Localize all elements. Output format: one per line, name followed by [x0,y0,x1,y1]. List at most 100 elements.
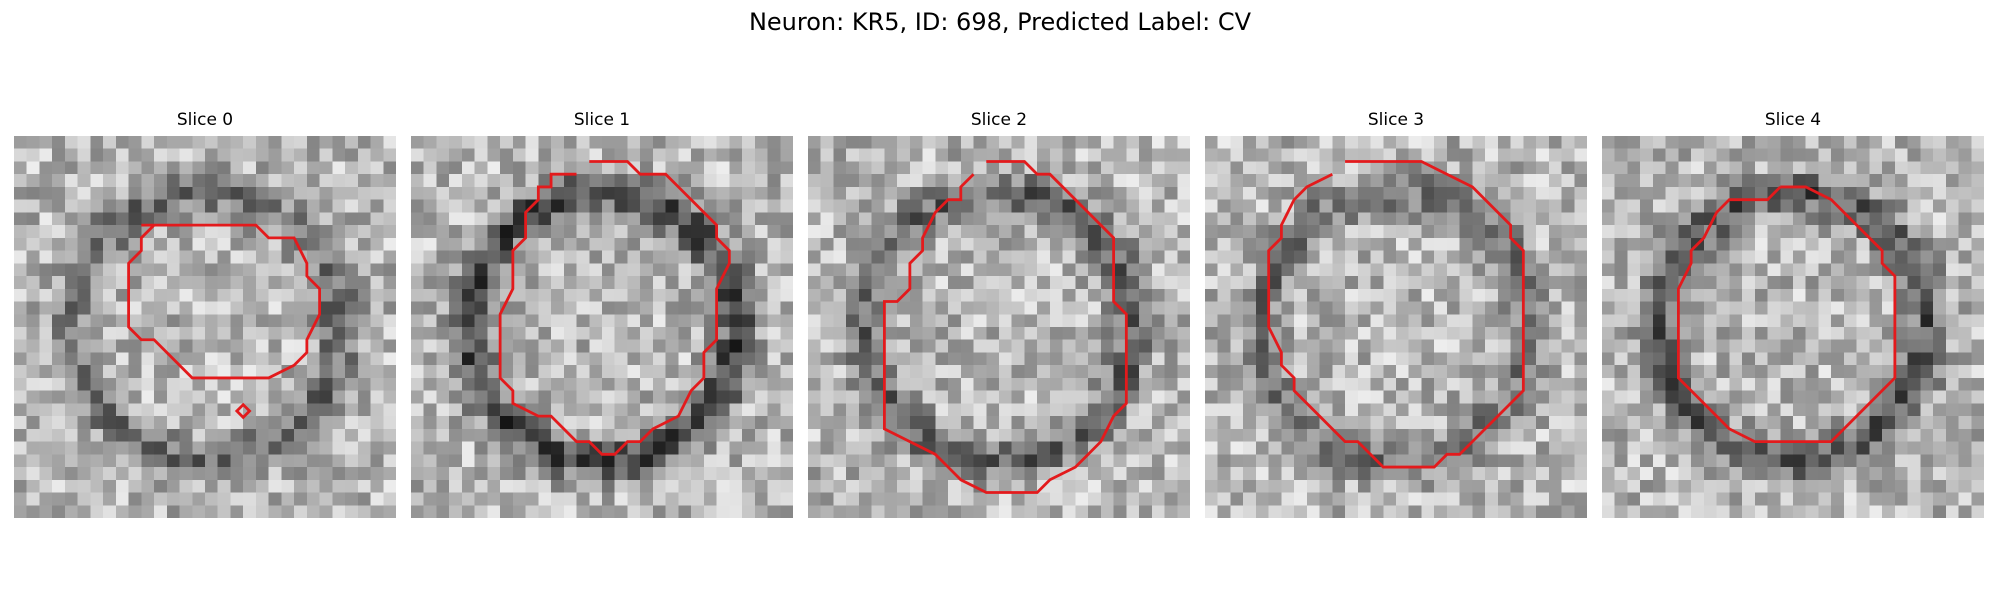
pixel [14,365,27,379]
pixel [141,403,155,417]
pixel [1497,199,1511,213]
pixel [1958,136,1972,149]
pixel [1088,225,1102,239]
pixel [1075,479,1089,493]
pixel [1306,454,1320,468]
pixel [1062,225,1076,239]
pixel [858,301,872,315]
pixel [999,276,1012,290]
pixel [1729,390,1743,404]
pixel [678,365,692,379]
pixel [14,212,27,226]
pixel [26,467,40,481]
pixel [217,327,231,340]
pixel [1126,148,1140,162]
pixel [1100,212,1114,226]
pixel [742,276,756,290]
pixel [833,237,847,251]
pixel [678,174,692,188]
pixel [1691,441,1705,455]
pixel [1805,492,1819,506]
pixel [640,276,654,290]
pixel [1357,161,1371,175]
pixel [14,492,27,506]
pixel [884,492,898,506]
pixel [1062,327,1076,340]
pixel [332,136,346,149]
pixel [525,505,539,518]
pixel [1933,161,1947,175]
pixel [678,199,692,213]
pixel [1652,479,1666,493]
pixel [243,174,257,188]
pixel [1205,505,1218,518]
pixel [1396,263,1409,277]
pixel [525,365,539,379]
pixel [1933,492,1947,506]
pixel [230,161,244,175]
pixel [383,148,396,162]
pixel [1113,288,1127,302]
pixel [897,339,911,353]
pixel [729,314,743,328]
pixel [1729,416,1743,430]
pixel [871,377,885,391]
pixel [1011,199,1025,213]
pixel [1396,161,1409,175]
pixel [205,136,218,149]
pixel [39,199,53,213]
pixel [1627,454,1641,468]
pixel [411,403,424,417]
pixel [986,174,1000,188]
pixel [1640,390,1654,404]
pixel [1640,479,1654,493]
pixel [1396,390,1409,404]
pixel [192,390,206,404]
pixel [1345,467,1359,481]
pixel [1357,237,1371,251]
pixel [1357,416,1371,430]
pixel [538,174,552,188]
pixel [754,186,768,200]
pixel [627,479,641,493]
pixel [1805,441,1819,455]
pixel [665,467,679,481]
pixel [1472,174,1486,188]
pixel [538,136,552,149]
pixel [973,250,987,264]
pixel [973,263,987,277]
pixel [640,136,654,149]
pixel [1281,327,1295,340]
pixel [1729,237,1743,251]
pixel [1716,327,1730,340]
pixel [742,339,756,353]
pixel [294,492,308,506]
pixel [1088,288,1102,302]
pixel [1396,479,1409,493]
pixel [357,505,371,518]
pixel [1268,352,1282,366]
pixel [474,505,488,518]
pixel [1716,505,1730,518]
pixel [716,314,730,328]
pixel [332,467,346,481]
pixel [884,263,898,277]
pixel [1920,263,1934,277]
pixel [973,276,987,290]
pixel [1614,301,1628,315]
pixel [1319,301,1333,315]
pixel [1510,314,1524,328]
pixel [525,416,539,430]
pixel [767,148,781,162]
pixel [703,148,717,162]
pixel [1408,314,1422,328]
pixel [576,199,590,213]
pixel [973,467,987,481]
pixel [1345,250,1359,264]
pixel [1907,225,1921,239]
pixel [1548,136,1562,149]
pixel [1345,314,1359,328]
pixel [833,377,847,391]
pixel [179,428,193,442]
pixel [1164,441,1178,455]
